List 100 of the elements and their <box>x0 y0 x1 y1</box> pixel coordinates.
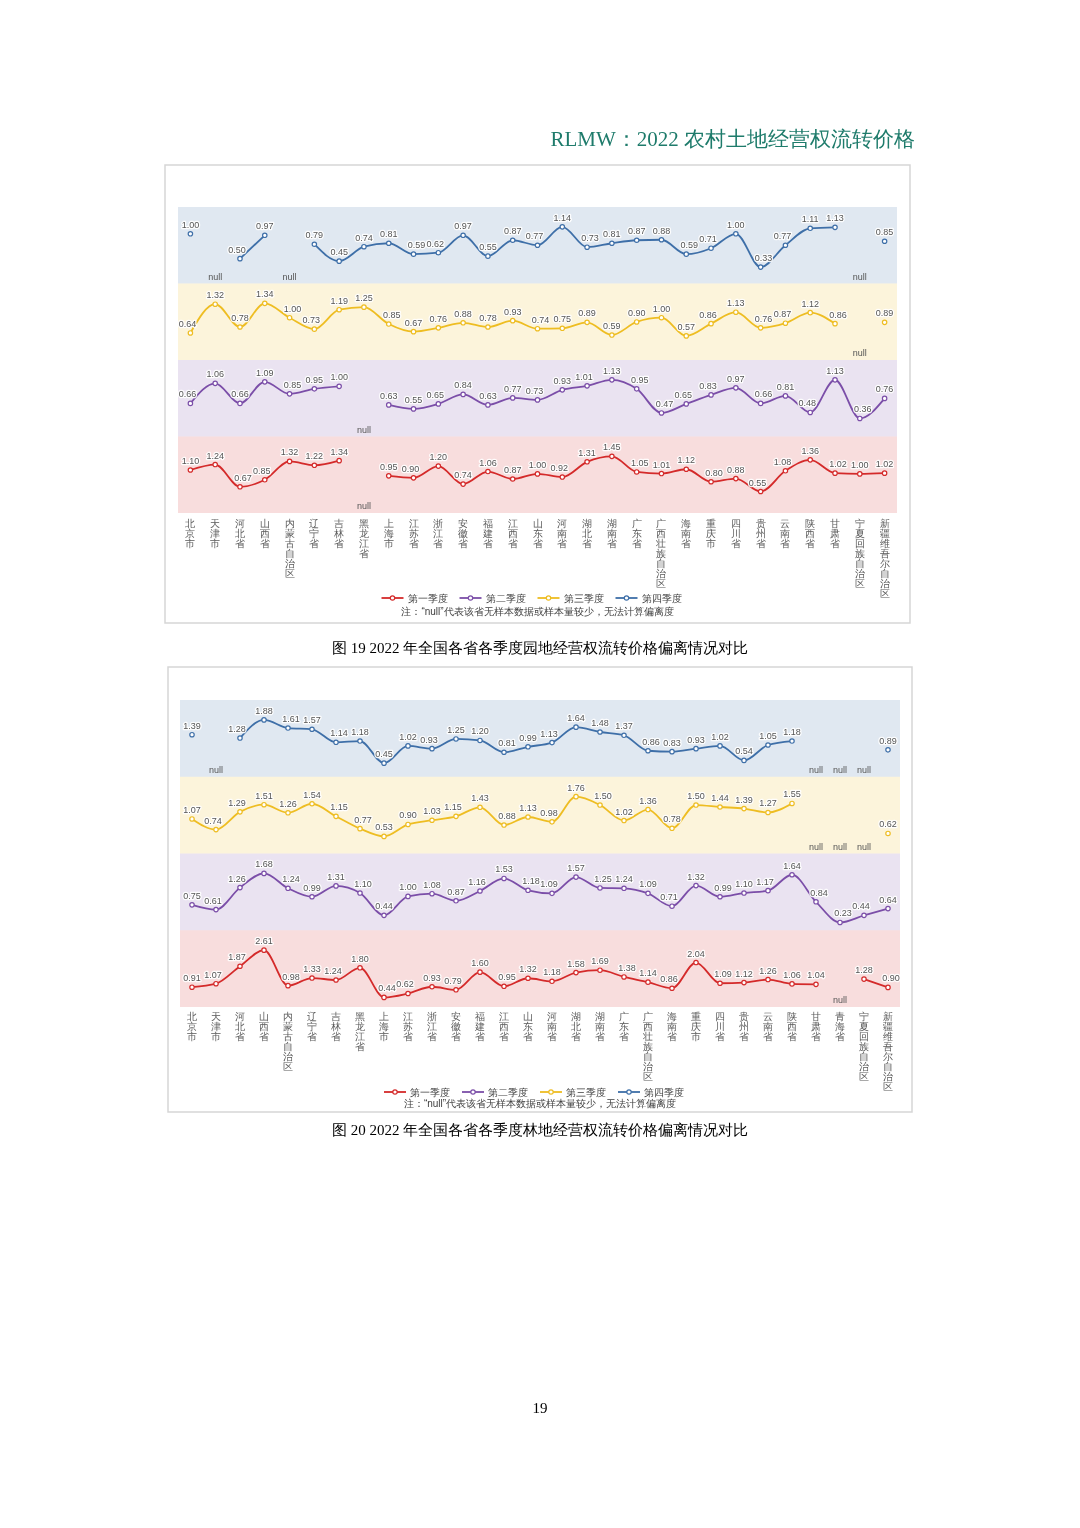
data-label: 1.20 <box>429 452 448 463</box>
data-label: 1.07 <box>204 969 222 980</box>
data-label: 1.12 <box>677 455 696 466</box>
data-label: 1.55 <box>783 789 801 800</box>
data-label: 1.14 <box>553 212 572 223</box>
data-label: 0.76 <box>754 313 773 324</box>
x-tick-label: 黑龙江省 <box>358 518 369 559</box>
data-label: 0.73 <box>581 233 599 244</box>
data-label: 0.99 <box>303 882 321 893</box>
text: null <box>808 841 824 852</box>
text: null <box>282 271 297 282</box>
data-label: 0.99 <box>519 732 537 743</box>
data-label: 0.99 <box>714 882 732 893</box>
x-tick-label: 宁夏回族自治区 <box>854 518 865 589</box>
data-label: 0.91 <box>183 973 201 984</box>
data-label: 0.81 <box>498 738 516 749</box>
data-label: 1.28 <box>228 724 246 735</box>
data-label: 1.31 <box>578 447 596 458</box>
x-tick-label: 天津市 <box>210 518 221 549</box>
data-label: 1.22 <box>305 451 324 462</box>
data-label: 1.25 <box>594 873 612 884</box>
data-label: 1.31 <box>327 871 345 882</box>
data-label: 1.13 <box>826 213 844 224</box>
data-label: 0.62 <box>426 238 445 249</box>
data-label: 0.95 <box>379 461 398 472</box>
text: 注：“null”代表该省无样本数据或样本量较少，无法计算偏离度 <box>403 1098 677 1109</box>
data-label: 0.79 <box>444 975 462 986</box>
data-label: 1.00 <box>330 372 348 383</box>
text: null <box>852 271 867 282</box>
data-label: 0.44 <box>378 983 396 994</box>
data-label: 0.86 <box>699 309 717 320</box>
x-tick-label: 河北省 <box>234 518 245 549</box>
data-label: 0.44 <box>375 901 393 912</box>
data-label: 0.93 <box>503 306 522 317</box>
data-label: 0.89 <box>879 735 897 746</box>
data-label: 1.05 <box>630 457 649 468</box>
data-label: 1.34 <box>256 289 274 300</box>
data-label: 0.71 <box>660 892 678 903</box>
data-label: 1.60 <box>471 958 489 969</box>
text: 图 19 2022 年全国各省各季度园地经营权流转价格偏离情况对比 <box>331 640 749 656</box>
text: null <box>856 841 872 852</box>
data-label: 0.93 <box>687 734 705 745</box>
data-label: 0.81 <box>379 229 398 240</box>
x-tick-label: 四川省 <box>730 518 741 549</box>
x-tick-label: 云南省 <box>780 518 791 549</box>
data-label: 1.24 <box>615 874 633 885</box>
data-label: 1.13 <box>540 728 558 739</box>
data-label: 0.63 <box>479 390 497 401</box>
legend-label: 第三季度 <box>566 1086 606 1098</box>
data-label: 1.69 <box>591 956 609 967</box>
data-label: 0.75 <box>183 890 201 901</box>
data-label: 0.77 <box>503 383 522 394</box>
data-label: 0.90 <box>401 463 420 474</box>
data-label: 1.08 <box>423 879 441 890</box>
data-label: 1.02 <box>829 459 847 470</box>
data-label: 0.59 <box>603 321 621 332</box>
x-tick-label: 河南省 <box>557 518 568 549</box>
x-tick-label: 吉林省 <box>333 518 345 549</box>
data-label: 0.89 <box>578 308 596 319</box>
data-label: 1.11 <box>801 214 819 225</box>
data-label: 1.00 <box>652 303 671 314</box>
data-label: 0.64 <box>879 894 897 905</box>
text: 19 <box>532 1400 548 1416</box>
x-tick-label: 上海市 <box>379 1011 389 1042</box>
data-label: 0.85 <box>253 465 271 476</box>
data-label: 1.39 <box>183 720 201 731</box>
data-label: 0.77 <box>354 814 372 825</box>
data-label: 0.73 <box>302 315 321 326</box>
data-label: 1.48 <box>591 717 609 728</box>
x-tick-label: 内蒙古自治区 <box>283 1011 293 1072</box>
data-label: 1.17 <box>756 876 774 887</box>
x-tick-label: 安徽省 <box>451 1011 461 1042</box>
data-label: 1.29 <box>228 797 246 808</box>
data-label: 1.18 <box>783 727 801 738</box>
x-tick-label: 甘肃省 <box>811 1011 821 1042</box>
data-label: 0.59 <box>680 240 699 251</box>
data-label: 0.36 <box>854 404 872 415</box>
data-label: 1.25 <box>355 293 373 304</box>
x-tick-label: 湖南省 <box>606 518 617 549</box>
x-tick-label: 黑龙江省 <box>355 1011 365 1052</box>
data-label: 0.79 <box>305 230 324 241</box>
x-tick-label: 天津市 <box>211 1011 221 1042</box>
data-label: 1.33 <box>303 964 321 975</box>
data-label: 1.39 <box>735 794 753 805</box>
data-label: 0.75 <box>553 314 572 325</box>
data-label: 0.65 <box>426 389 445 400</box>
data-label: 0.74 <box>355 232 373 243</box>
x-tick-label: 辽宁省 <box>307 1011 317 1042</box>
data-label: 0.92 <box>550 463 569 474</box>
data-label: 0.86 <box>829 309 847 320</box>
data-label: 0.78 <box>479 313 497 324</box>
data-label: 1.28 <box>855 965 873 976</box>
data-label: 0.66 <box>178 389 197 400</box>
data-label: 1.18 <box>522 876 540 887</box>
data-label: 0.93 <box>553 375 572 386</box>
data-label: 0.77 <box>773 231 792 242</box>
text: null <box>356 424 371 435</box>
data-label: 0.78 <box>231 313 249 324</box>
x-tick-label: 青海省 <box>835 1011 845 1042</box>
data-label: 1.05 <box>759 731 777 741</box>
